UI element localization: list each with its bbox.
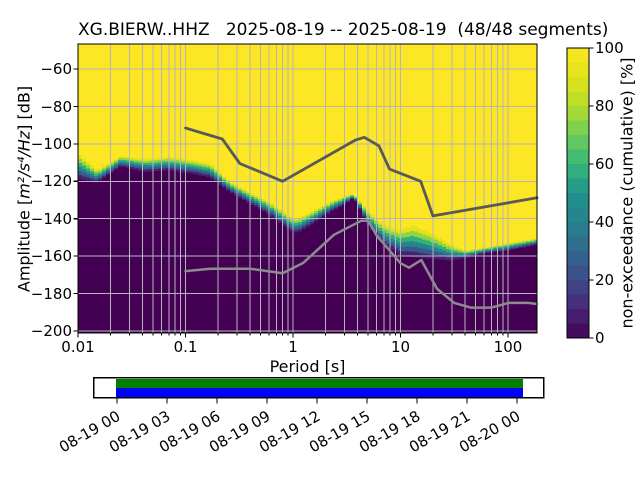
y-tick-label: −120 — [30, 172, 72, 191]
colorbar-tick-label: 100 — [595, 39, 624, 57]
timeline-bar — [92, 376, 545, 404]
noise-model-nlnm — [184, 219, 539, 309]
colorbar-tick-label: 0 — [595, 329, 605, 347]
x-axis-label: Period [s] — [269, 357, 346, 376]
colorbar-tick-label: 20 — [595, 271, 615, 289]
noise-model-nhnm — [184, 126, 539, 218]
x-tick-label: 10 — [390, 338, 411, 356]
x-tick-label: 100 — [493, 338, 523, 356]
x-tick-label: 0.1 — [173, 338, 198, 356]
grid-lines — [77, 44, 537, 333]
plot-title: XG.BIERW..HHZ 2025-08-19 -- 2025-08-19 (… — [78, 20, 609, 40]
y-tick-label: −80 — [40, 97, 72, 116]
colorbar-tick-label: 60 — [595, 155, 615, 173]
colorbar-tick-label: 40 — [595, 213, 615, 231]
y-tick-label: −60 — [40, 60, 72, 79]
ppsd-mesh — [78, 44, 537, 333]
plot-border-and-ticks — [73, 43, 538, 338]
y-tick-label: −180 — [30, 284, 72, 303]
x-tick-label: 0.01 — [61, 338, 95, 356]
y-tick-label: −160 — [30, 247, 72, 266]
y-tick-label: −200 — [30, 321, 72, 340]
colorbar-tick-label: 80 — [595, 97, 615, 115]
colorbar — [566, 47, 594, 339]
x-tick-label: 1 — [288, 338, 298, 356]
y-tick-label: −140 — [30, 209, 72, 228]
y-tick-label: −100 — [30, 134, 72, 153]
